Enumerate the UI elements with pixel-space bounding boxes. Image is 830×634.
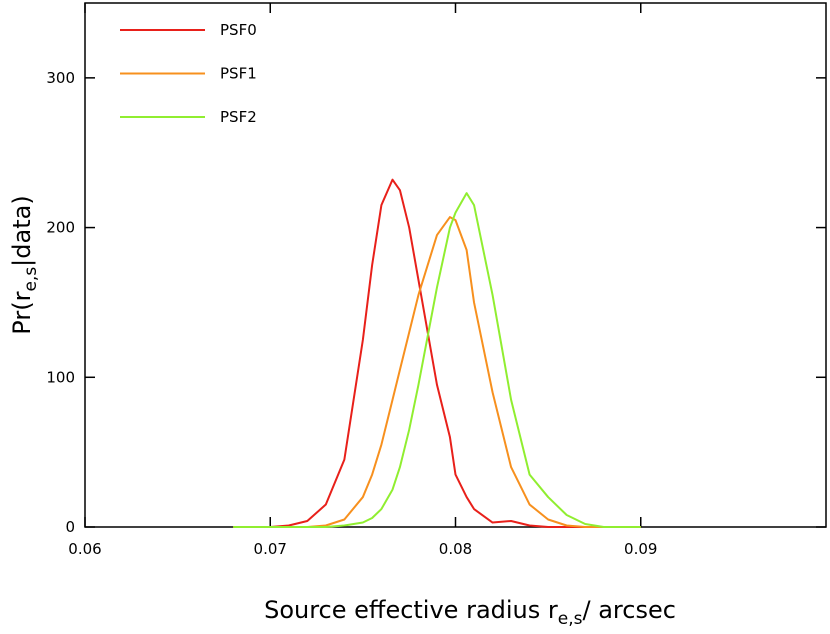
x-title-sub: e,s — [558, 609, 583, 629]
x-tick-label: 0.06 — [68, 540, 101, 558]
legend-label: PSF0 — [220, 21, 257, 39]
plot-frame — [84, 2, 827, 528]
x-tick-label: 0.08 — [439, 540, 472, 558]
x-title-tail: / arcsec — [583, 596, 676, 624]
x-axis-title: Source effective radius re,s/ arcsec — [264, 596, 676, 629]
y-title-main: Pr(r — [8, 291, 36, 334]
series-line — [233, 216, 641, 528]
y-tick-label: 0 — [65, 518, 75, 536]
legend-label: PSF2 — [220, 108, 257, 126]
x-tick-label: 0.09 — [624, 540, 657, 558]
y-tick-label: 300 — [46, 69, 75, 87]
y-title-sub: e,s — [21, 267, 41, 292]
y-axis-title: Pr(re,s|data) — [8, 195, 41, 334]
x-title-main: Source effective radius r — [264, 596, 558, 624]
x-tick-label: 0.07 — [254, 540, 287, 558]
y-tick-label: 100 — [46, 368, 75, 386]
series-line — [233, 192, 641, 528]
y-tick-label: 200 — [46, 219, 75, 237]
y-title-tail: |data) — [8, 195, 36, 267]
series-line — [233, 178, 641, 528]
legend-label: PSF1 — [220, 65, 257, 83]
